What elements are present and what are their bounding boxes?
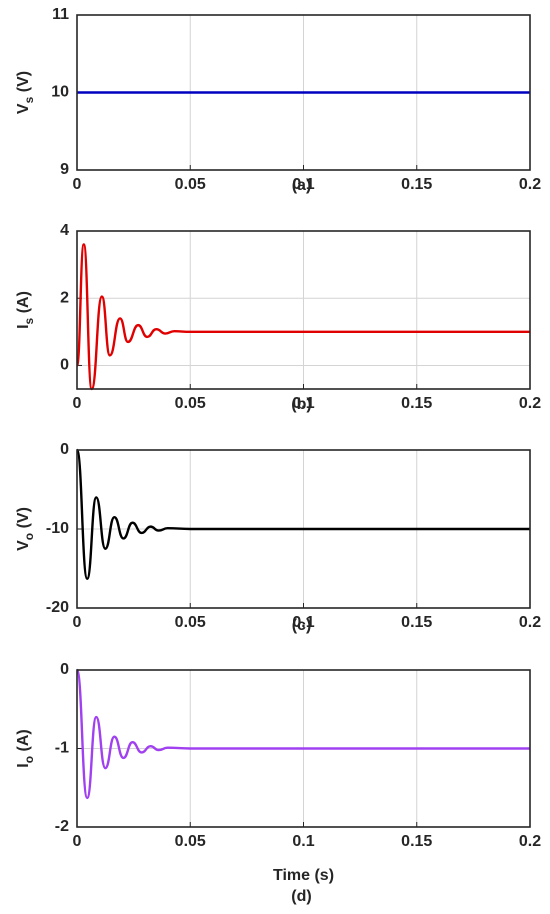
panel-caption: (b) [291,396,311,413]
x-tick-label: 0.15 [401,833,432,850]
x-axis-label: Time (s) [273,867,334,884]
y-tick-label: 9 [60,161,69,178]
y-label-part: s [22,317,36,324]
x-tick-label: 0.2 [519,395,541,412]
y-tick-label: 11 [52,6,69,23]
y-axis-label: Vs (V) [15,71,36,114]
y-tick-label: 10 [51,84,69,101]
y-label-part: I [15,324,32,328]
x-tick-label: 0.05 [175,833,206,850]
x-tick-label: 0.2 [519,176,541,193]
x-tick-label: 0.15 [401,395,432,412]
y-label-part: (V) [15,71,32,97]
y-axis-label: Vo (V) [15,507,36,551]
y-axis-label: Io (A) [15,729,36,767]
x-tick-label: 0 [73,395,82,412]
data-line [75,243,530,391]
y-tick-label: -10 [46,520,69,537]
y-label-part: o [22,533,36,540]
x-tick-label: 0 [73,833,82,850]
y-tick-label: 2 [60,289,69,306]
x-tick-label: 0.05 [175,614,206,631]
x-tick-label: 0.1 [292,176,314,193]
y-label-part: o [22,756,36,763]
y-label-part: I [15,763,32,767]
x-tick-label: 0.15 [401,614,432,631]
x-tick-label: 0.2 [519,614,541,631]
y-label-part: (A) [15,729,32,756]
axes-box [76,449,531,609]
axes-box [76,230,531,390]
y-axis-label: Is (A) [15,291,36,329]
y-tick-label: 4 [60,222,69,239]
panel-caption: (c) [292,617,312,634]
y-tick-label: 0 [60,661,69,678]
axes-box [76,669,531,828]
panel-caption: (d) [291,888,311,905]
y-label-part: s [22,96,36,103]
x-tick-label: 0 [73,176,82,193]
y-label-part: V [15,540,32,551]
y-tick-label: 0 [60,441,69,458]
y-tick-label: -1 [55,740,69,757]
axes-box [76,14,531,171]
x-tick-label: 0.1 [292,614,314,631]
x-tick-label: 0.15 [401,176,432,193]
x-tick-label: 0.05 [175,395,206,412]
y-tick-label: 0 [60,357,69,374]
data-line [75,448,530,580]
data-line [75,668,530,800]
x-tick-label: 0.1 [292,833,314,850]
panel-caption: (a) [292,177,312,194]
x-tick-label: 0.2 [519,833,541,850]
x-tick-label: 0.1 [292,395,314,412]
y-label-part: (A) [15,291,32,318]
x-tick-label: 0.05 [175,176,206,193]
y-tick-label: -2 [55,818,69,835]
x-tick-label: 0 [73,614,82,631]
y-label-part: (V) [15,507,32,533]
y-label-part: V [15,103,32,114]
y-tick-label: -20 [46,599,69,616]
